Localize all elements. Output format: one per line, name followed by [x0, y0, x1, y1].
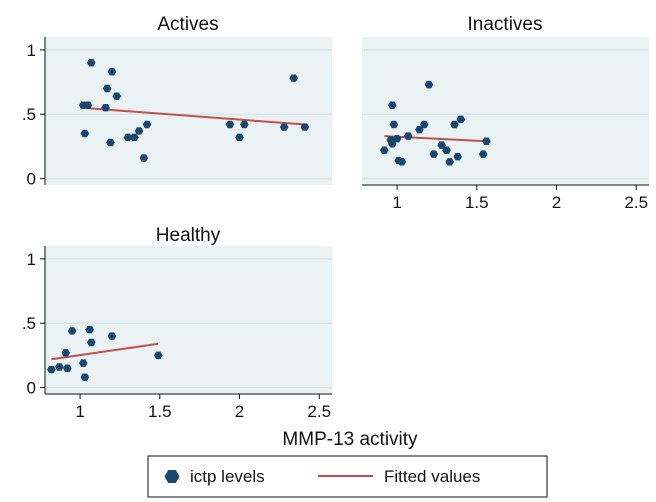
- panel-title-healthy: Healthy: [156, 225, 221, 246]
- y-tick-label: 1: [27, 41, 36, 60]
- x-tick-label: 2.5: [624, 193, 648, 212]
- y-tick-label: .5: [22, 314, 36, 333]
- x-tick-label: 1.5: [148, 402, 172, 421]
- panel-inactives: 1 1.5 2 2.5 Inactives: [362, 14, 649, 212]
- plot-area-healthy: [45, 246, 332, 394]
- panel-title-actives: Actives: [157, 14, 218, 35]
- x-ticks-healthy: 1 1.5 2 2.5: [75, 394, 331, 421]
- legend: ictp levels Fitted values: [148, 456, 547, 497]
- y-tick-label: 0: [27, 170, 36, 189]
- x-tick-label: 2.5: [307, 402, 331, 421]
- y-tick-label: 0: [27, 379, 36, 398]
- y-tick-label: .5: [22, 105, 36, 124]
- panel-healthy: 0.51 1 1.5 2 2.5 Healthy: [22, 225, 332, 421]
- y-ticks-healthy: 0.51: [22, 250, 45, 398]
- x-ticks-inactives: 1 1.5 2 2.5: [392, 185, 648, 212]
- panel-title-inactives: Inactives: [468, 14, 543, 35]
- panel-actives: 0.51 Actives: [22, 14, 332, 189]
- y-tick-label: 1: [27, 250, 36, 269]
- x-tick-label: 2: [235, 402, 244, 421]
- x-tick-label: 2: [552, 193, 561, 212]
- legend-label-ictp-levels: ictp levels: [190, 467, 265, 486]
- y-ticks-actives: 0.51: [22, 41, 45, 189]
- legend-label-fitted-values: Fitted values: [384, 467, 480, 486]
- x-tick-label: 1: [392, 193, 401, 212]
- plot-area-actives: [45, 37, 332, 185]
- x-axis-label: MMP-13 activity: [282, 429, 418, 450]
- x-tick-label: 1.5: [465, 193, 489, 212]
- x-tick-label: 1: [75, 402, 84, 421]
